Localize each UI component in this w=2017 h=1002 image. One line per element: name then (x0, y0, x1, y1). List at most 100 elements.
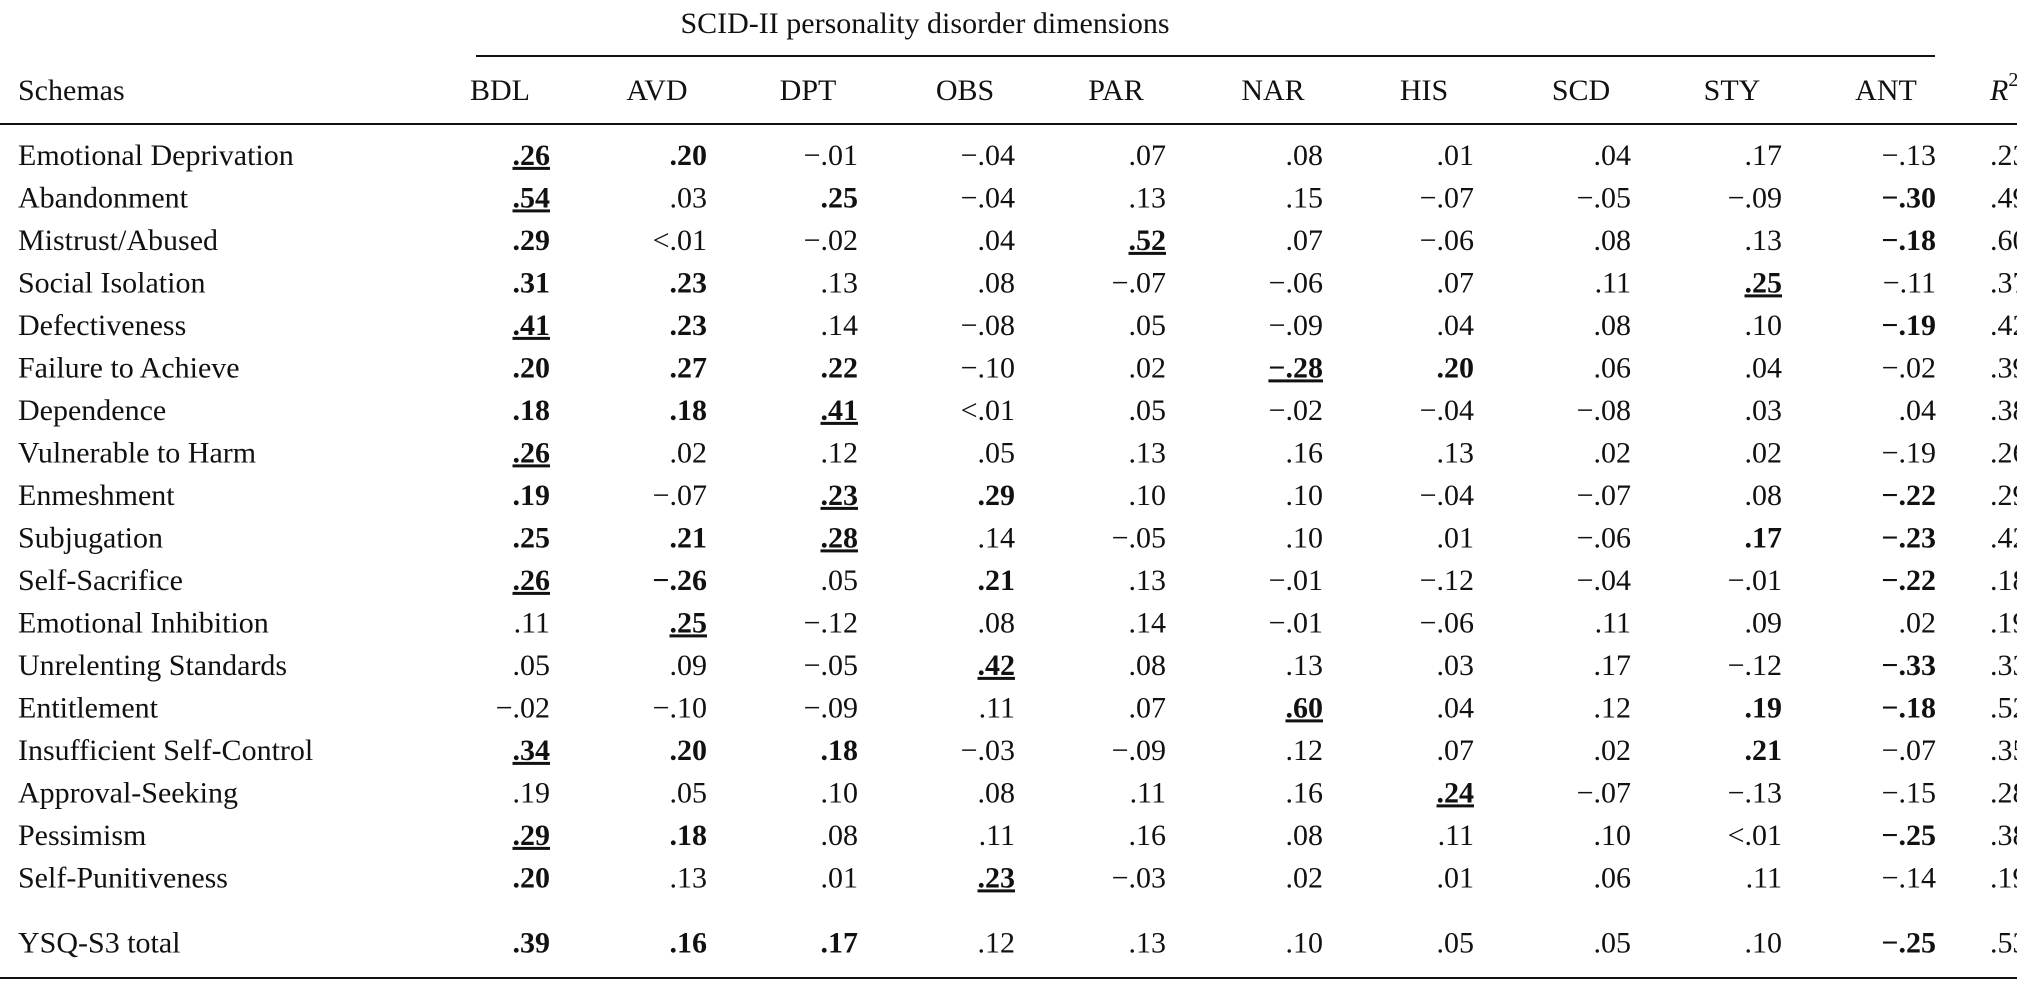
coefficient: −.10 (961, 351, 1015, 384)
column-header: ANT (1855, 74, 1917, 107)
coefficient: −.28 (1268, 351, 1323, 384)
coefficient: −.08 (1577, 394, 1631, 427)
coefficient: .34 (513, 734, 551, 767)
schema-label: Emotional Deprivation (18, 139, 294, 172)
coefficient: −.12 (1728, 649, 1782, 682)
coefficient: .10 (821, 776, 859, 809)
coefficient: −.05 (1112, 521, 1166, 554)
r2-header: R2 (1989, 69, 2017, 107)
coefficient: .08 (1129, 649, 1167, 682)
coefficient: −.30 (1881, 181, 1936, 214)
r2-value: .33 (1990, 649, 2017, 682)
schema-label: Subjugation (18, 521, 163, 554)
coefficient: .07 (1129, 691, 1167, 724)
schema-label: Dependence (18, 394, 166, 427)
coefficient: .12 (1286, 734, 1324, 767)
coefficient: .25 (513, 521, 551, 554)
coefficient: .20 (670, 734, 708, 767)
coefficient: −.09 (1269, 309, 1323, 342)
coefficient: .14 (821, 309, 859, 342)
coefficient: −.03 (961, 734, 1015, 767)
coefficient: .02 (670, 436, 708, 469)
coefficient: .08 (821, 819, 859, 852)
coefficient: .01 (821, 861, 859, 894)
coefficient: .02 (1594, 734, 1632, 767)
coefficient: .39 (513, 926, 551, 959)
table-row: Mistrust/Abused .29 <.01 −.02 .04 .52 .07 −.06.… (18, 224, 2017, 257)
schema-label: Self-Sacrifice (18, 564, 183, 597)
table-row: Self-Punitiveness .20 .13 .01 .23 −.03 .02 .01.… (18, 861, 2017, 894)
coefficient: .11 (1746, 861, 1782, 894)
coefficient: −.01 (804, 139, 858, 172)
coefficient: −.02 (496, 691, 550, 724)
column-header: PAR (1088, 74, 1144, 107)
coefficient: −.01 (1269, 606, 1323, 639)
coefficient: −.04 (1577, 564, 1631, 597)
spanner-heading: SCID-II personality disorder dimensions (680, 7, 1169, 40)
coefficient: .22 (821, 351, 859, 384)
coefficient: .19 (513, 776, 551, 809)
schema-label: YSQ-S3 total (18, 926, 181, 959)
coefficient: .12 (1594, 691, 1632, 724)
schema-label: Insufficient Self-Control (18, 734, 313, 767)
coefficient: .60 (1286, 691, 1324, 724)
coefficient: .10 (1745, 309, 1783, 342)
table-row: YSQ-S3 total .39 .16 .17 .12 .13 .10 .05 .05 .10 −… (18, 926, 2017, 959)
coefficient: −.22 (1881, 479, 1936, 512)
coefficient: −.14 (1882, 861, 1936, 894)
r2-value: .28 (1990, 776, 2017, 809)
r2-value: .49 (1990, 181, 2017, 214)
coefficient: .23 (670, 309, 708, 342)
schema-label: Defectiveness (18, 309, 186, 342)
coefficient: .13 (1129, 181, 1167, 214)
coefficient: .41 (821, 394, 859, 427)
table-row: Failure to Achieve .20 .27 .22 −.10 .02 −.28 .2… (18, 351, 2017, 384)
coefficient: −.10 (653, 691, 707, 724)
coefficient: .21 (1745, 734, 1783, 767)
coefficient: .16 (1129, 819, 1167, 852)
r2-value: .42 (1990, 309, 2017, 342)
coefficient: .23 (821, 479, 859, 512)
coefficient: −.12 (804, 606, 858, 639)
coefficient: −.06 (1577, 521, 1631, 554)
coefficient: .18 (513, 394, 551, 427)
coefficient: .13 (1437, 436, 1475, 469)
coefficient: −.06 (1420, 606, 1474, 639)
coefficient: −.25 (1881, 819, 1936, 852)
coefficient: .03 (1745, 394, 1783, 427)
coefficient: .02 (1286, 861, 1324, 894)
coefficient: .20 (513, 861, 551, 894)
coefficient: .05 (821, 564, 859, 597)
coefficient: .12 (821, 436, 859, 469)
table-row: Enmeshment .19 −.07 .23 .29 .10 .10 −.04 −.07 .08… (18, 479, 2017, 512)
coefficient: <.01 (653, 224, 707, 257)
coefficient: .04 (1745, 351, 1783, 384)
coefficient: −.07 (1882, 734, 1936, 767)
schema-label: Enmeshment (18, 479, 175, 512)
coefficient: .15 (1286, 181, 1324, 214)
coefficient: −.06 (1420, 224, 1474, 257)
coefficient: .04 (1437, 309, 1475, 342)
coefficient: .03 (670, 181, 708, 214)
coefficient: .12 (978, 926, 1016, 959)
r2-value: .60 (1990, 224, 2017, 257)
coefficient: .10 (1745, 926, 1783, 959)
table-row: Defectiveness .41 .23 .14 −.08 .05 −.09 .04 .08.… (18, 309, 2017, 342)
coefficient: −.18 (1881, 691, 1936, 724)
coefficient: .13 (1286, 649, 1324, 682)
coefficient: .08 (978, 266, 1016, 299)
r2-symbol: R (1989, 74, 2008, 107)
column-header: NAR (1241, 74, 1304, 107)
coefficient: .17 (821, 926, 859, 959)
coefficient: .13 (1129, 926, 1167, 959)
coefficient: −.05 (804, 649, 858, 682)
coefficient: −.13 (1882, 139, 1936, 172)
coefficient: .21 (978, 564, 1016, 597)
coefficient: .23 (670, 266, 708, 299)
coefficient: .11 (979, 691, 1015, 724)
coefficient: .08 (1745, 479, 1783, 512)
coefficient: −.18 (1881, 224, 1936, 257)
coefficient: .10 (1286, 926, 1324, 959)
coefficient: −.07 (1577, 479, 1631, 512)
